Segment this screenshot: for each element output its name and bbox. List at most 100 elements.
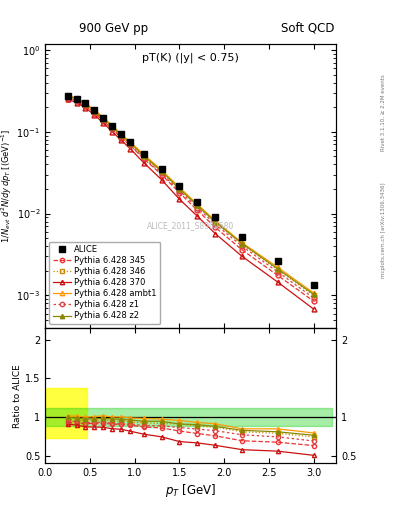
- Pythia 6.428 346: [110, 125, 115, 131]
- Pythia 6.428 370: [119, 137, 124, 143]
- Pythia 6.428 346: [141, 153, 146, 159]
- Pythia 6.428 z1: [110, 126, 115, 132]
- Pythia 6.428 ambt1: [74, 95, 79, 101]
- Pythia 6.428 345: [65, 95, 70, 101]
- Pythia 6.428 346: [311, 292, 316, 298]
- ALICE: [275, 259, 280, 265]
- Pythia 6.428 ambt1: [92, 106, 97, 113]
- Text: pT(K) (|y| < 0.75): pT(K) (|y| < 0.75): [142, 52, 239, 62]
- Text: Soft QCD: Soft QCD: [281, 22, 334, 35]
- Pythia 6.428 z1: [101, 117, 106, 123]
- Pythia 6.428 ambt1: [159, 167, 164, 173]
- Pythia 6.428 z1: [92, 110, 97, 116]
- Line: Pythia 6.428 370: Pythia 6.428 370: [65, 97, 316, 311]
- ALICE: [83, 100, 88, 106]
- ALICE: [159, 166, 164, 172]
- Pythia 6.428 346: [101, 116, 106, 122]
- Pythia 6.428 z1: [65, 95, 70, 101]
- Pythia 6.428 z1: [159, 170, 164, 177]
- Pythia 6.428 345: [141, 156, 146, 162]
- Pythia 6.428 z2: [65, 93, 70, 99]
- Pythia 6.428 370: [213, 230, 218, 237]
- Pythia 6.428 345: [213, 224, 218, 230]
- Pythia 6.428 370: [83, 105, 88, 111]
- Pythia 6.428 ambt1: [311, 290, 316, 296]
- Pythia 6.428 z2: [275, 266, 280, 272]
- Pythia 6.428 346: [74, 97, 79, 103]
- Text: mcplots.cern.ch [arXiv:1306.3436]: mcplots.cern.ch [arXiv:1306.3436]: [381, 183, 386, 278]
- Pythia 6.428 370: [92, 112, 97, 118]
- Pythia 6.428 ambt1: [240, 240, 244, 246]
- Pythia 6.428 370: [159, 177, 164, 183]
- Pythia 6.428 z2: [83, 101, 88, 107]
- Pythia 6.428 z2: [159, 168, 164, 174]
- Pythia 6.428 345: [110, 126, 115, 133]
- Pythia 6.428 z2: [213, 219, 218, 225]
- Pythia 6.428 370: [177, 196, 182, 202]
- Pythia 6.428 z1: [240, 243, 244, 249]
- Y-axis label: $1/N_{evt}\;d^2N/dy\,dp_T\;[(\mathrm{GeV})^{-1}]$: $1/N_{evt}\;d^2N/dy\,dp_T\;[(\mathrm{GeV…: [0, 129, 14, 243]
- ALICE: [119, 131, 124, 137]
- Pythia 6.428 370: [101, 120, 106, 126]
- Pythia 6.428 346: [275, 267, 280, 273]
- Pythia 6.428 345: [159, 172, 164, 178]
- Pythia 6.428 ambt1: [275, 264, 280, 270]
- Pythia 6.428 ambt1: [65, 92, 70, 98]
- Pythia 6.428 z2: [195, 202, 200, 208]
- Pythia 6.428 345: [177, 189, 182, 196]
- Pythia 6.428 ambt1: [110, 123, 115, 129]
- Pythia 6.428 z1: [177, 188, 182, 194]
- Pythia 6.428 ambt1: [83, 100, 88, 106]
- ALICE: [92, 107, 97, 113]
- ALICE: [74, 95, 79, 101]
- Pythia 6.428 370: [275, 279, 280, 285]
- Pythia 6.428 345: [83, 103, 88, 110]
- Pythia 6.428 370: [128, 146, 132, 152]
- Pythia 6.428 z1: [119, 134, 124, 140]
- Pythia 6.428 345: [92, 110, 97, 116]
- X-axis label: $p_T$ [GeV]: $p_T$ [GeV]: [165, 482, 216, 499]
- Pythia 6.428 346: [240, 241, 244, 247]
- Pythia 6.428 346: [65, 94, 70, 100]
- ALICE: [65, 93, 70, 99]
- Pythia 6.428 z2: [110, 124, 115, 130]
- Pythia 6.428 z2: [119, 132, 124, 138]
- Pythia 6.428 ambt1: [141, 151, 146, 157]
- Pythia 6.428 370: [141, 160, 146, 166]
- Pythia 6.428 346: [159, 169, 164, 175]
- Pythia 6.428 345: [240, 247, 244, 253]
- Pythia 6.428 z1: [275, 269, 280, 275]
- Pythia 6.428 370: [74, 99, 79, 105]
- Line: Pythia 6.428 345: Pythia 6.428 345: [65, 96, 316, 304]
- Pythia 6.428 z1: [195, 205, 200, 211]
- Pythia 6.428 370: [311, 306, 316, 312]
- Pythia 6.428 ambt1: [213, 218, 218, 224]
- Pythia 6.428 345: [119, 135, 124, 141]
- Pythia 6.428 z2: [177, 186, 182, 192]
- Line: Pythia 6.428 z1: Pythia 6.428 z1: [65, 95, 316, 301]
- Text: Rivet 3.1.10, ≥ 2.2M events: Rivet 3.1.10, ≥ 2.2M events: [381, 74, 386, 151]
- Line: Pythia 6.428 346: Pythia 6.428 346: [65, 95, 316, 298]
- ALICE: [110, 123, 115, 129]
- Pythia 6.428 z1: [83, 103, 88, 109]
- Pythia 6.428 ambt1: [101, 114, 106, 120]
- Pythia 6.428 z2: [311, 291, 316, 297]
- Pythia 6.428 z1: [141, 155, 146, 161]
- Pythia 6.428 z2: [128, 140, 132, 146]
- ALICE: [128, 138, 132, 144]
- Pythia 6.428 ambt1: [177, 184, 182, 190]
- Pythia 6.428 345: [311, 298, 316, 304]
- Pythia 6.428 346: [128, 141, 132, 147]
- Pythia 6.428 345: [74, 98, 79, 104]
- Pythia 6.428 z1: [213, 221, 218, 227]
- Pythia 6.428 345: [195, 207, 200, 214]
- Pythia 6.428 z2: [240, 241, 244, 247]
- Pythia 6.428 345: [275, 272, 280, 279]
- Pythia 6.428 z1: [74, 98, 79, 104]
- Pythia 6.428 z2: [92, 108, 97, 114]
- Pythia 6.428 370: [65, 96, 70, 102]
- Pythia 6.428 346: [195, 203, 200, 209]
- Pythia 6.428 z2: [141, 153, 146, 159]
- Pythia 6.428 370: [240, 253, 244, 260]
- ALICE: [240, 234, 244, 240]
